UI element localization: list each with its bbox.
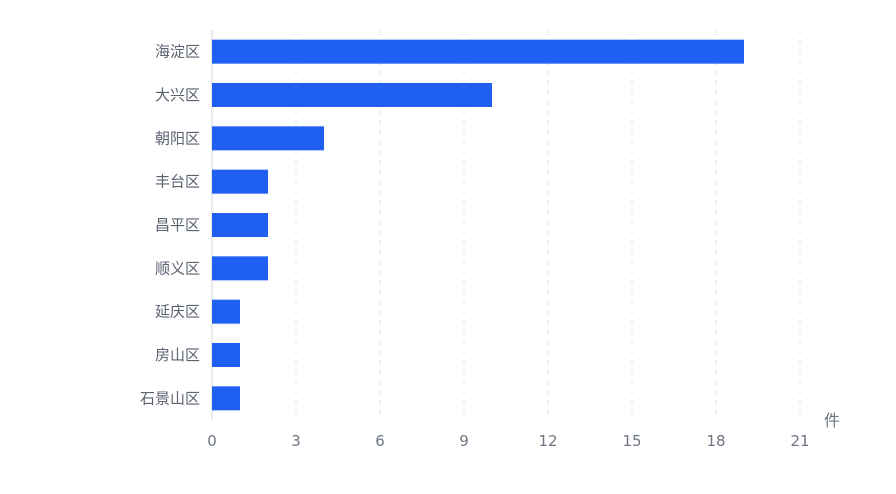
x-axis-unit: 件 — [824, 411, 840, 430]
category-label: 顺义区 — [155, 259, 200, 277]
bar[interactable] — [212, 169, 268, 194]
category-label: 丰台区 — [155, 173, 200, 191]
x-tick-label: 12 — [538, 432, 557, 450]
category-label: 大兴区 — [155, 86, 200, 104]
bar[interactable] — [212, 299, 240, 324]
category-label: 石景山区 — [140, 389, 200, 407]
x-tick-label: 3 — [291, 432, 301, 450]
bar[interactable] — [212, 343, 240, 367]
bar[interactable] — [212, 83, 492, 107]
x-tick-label: 18 — [706, 432, 725, 450]
bar[interactable] — [212, 213, 268, 237]
x-tick-label: 15 — [622, 432, 641, 450]
x-tick-label: 0 — [207, 432, 217, 450]
category-label: 房山区 — [155, 346, 200, 364]
x-tick-labels: 0 3 6 9 12 15 18 21 — [207, 432, 809, 450]
category-label: 海淀区 — [155, 43, 200, 61]
x-tick-label: 21 — [790, 432, 809, 450]
bar-layer — [212, 39, 744, 411]
category-label: 延庆区 — [155, 303, 200, 321]
category-label: 昌平区 — [155, 216, 200, 234]
x-tick-label: 9 — [459, 432, 469, 450]
bar[interactable] — [212, 39, 744, 64]
x-tick-label: 6 — [375, 432, 385, 450]
bar[interactable] — [212, 386, 240, 411]
category-label: 朝阳区 — [155, 129, 200, 147]
bar[interactable] — [212, 256, 268, 281]
bar[interactable] — [212, 126, 324, 151]
